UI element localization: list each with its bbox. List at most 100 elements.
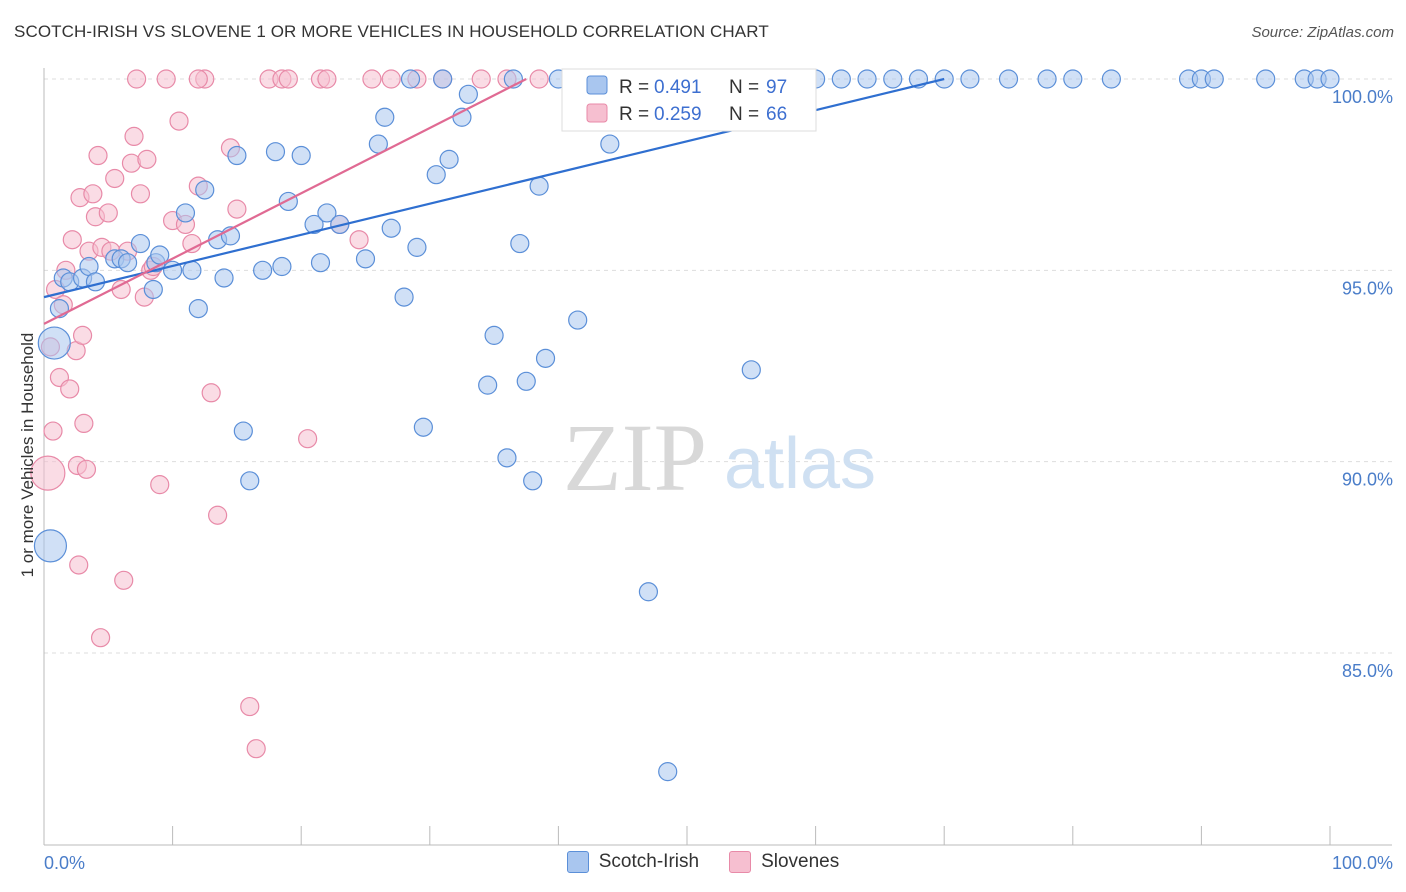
scotch-irish-point bbox=[433, 69, 453, 89]
legend-r-label-2: R = bbox=[619, 104, 649, 125]
slovene-point bbox=[114, 570, 134, 590]
slovene-point bbox=[278, 69, 298, 89]
source-label: Source: ZipAtlas.com bbox=[1251, 24, 1394, 41]
scotch-irish-point bbox=[1320, 69, 1340, 89]
legend-label-scotch-irish: Scotch-Irish bbox=[598, 851, 700, 872]
scotch-irish-point bbox=[535, 348, 556, 368]
scotch-irish-point bbox=[130, 233, 151, 254]
watermark-zip: ZIP bbox=[563, 404, 707, 511]
legend-n-value-1: 97 bbox=[766, 77, 787, 98]
scotch-irish-point bbox=[439, 149, 459, 169]
legend-n-label-2: N = bbox=[729, 104, 759, 125]
legend-swatch-slovenes bbox=[586, 103, 608, 123]
y-tick-label: 100.0% bbox=[1332, 87, 1393, 107]
scotch-irish-point bbox=[600, 134, 620, 154]
y-tick-label: 90.0% bbox=[1342, 470, 1393, 490]
series-legend: Scotch-Irish Slovenes bbox=[0, 851, 1406, 873]
scotch-irish-point bbox=[658, 762, 678, 782]
slovene-point bbox=[349, 230, 369, 250]
slovene-point bbox=[43, 421, 63, 441]
scotch-irish-point bbox=[998, 69, 1019, 89]
scotch-irish-point bbox=[638, 582, 659, 602]
slovene-point bbox=[246, 739, 266, 759]
slovene-point bbox=[105, 168, 125, 189]
scotch-irish-point bbox=[1037, 69, 1057, 89]
x-tick-label: 100.0% bbox=[1332, 853, 1393, 873]
y-tick-label: 95.0% bbox=[1342, 278, 1393, 298]
slovene-point bbox=[362, 69, 382, 89]
slovene-point bbox=[62, 230, 82, 250]
scotch-irish-point bbox=[1063, 69, 1083, 89]
slovene-point bbox=[381, 69, 401, 89]
scotch-irish-point bbox=[400, 69, 421, 89]
slovene-point bbox=[130, 184, 151, 204]
scotch-irish-point bbox=[426, 165, 446, 185]
scotch-irish-point bbox=[516, 371, 536, 391]
y-tick-labels: 100.0% 95.0% 90.0% 85.0% bbox=[1332, 87, 1393, 681]
legend-n-label-1: N = bbox=[729, 77, 759, 98]
legend-item-slovenes[interactable]: Slovenes bbox=[729, 851, 839, 873]
x-tick-labels: 0.0% 100.0% bbox=[44, 853, 1393, 873]
slovene-point bbox=[72, 325, 93, 345]
scotch-irish-point bbox=[1204, 69, 1224, 89]
slovene-point bbox=[98, 203, 118, 223]
slovene-point bbox=[30, 455, 66, 491]
watermark-atlas: atlas bbox=[724, 424, 876, 504]
scotch-irish-point bbox=[831, 69, 851, 89]
gridlines bbox=[44, 78, 1392, 654]
scotch-irish-point bbox=[1256, 69, 1276, 89]
scotch-irish-point bbox=[240, 471, 260, 491]
slovene-point bbox=[111, 279, 131, 300]
scotch-irish-point bbox=[233, 421, 253, 441]
slovene-point bbox=[156, 69, 176, 89]
legend-r-label-1: R = bbox=[619, 77, 649, 98]
scotch-irish-point bbox=[960, 69, 980, 89]
slovene-point bbox=[150, 475, 170, 495]
scotch-irish-point bbox=[272, 256, 292, 277]
slovene-point bbox=[227, 199, 247, 219]
legend-r-value-2: 0.259 bbox=[654, 104, 702, 125]
scotch-irish-point bbox=[310, 253, 331, 273]
slovene-point bbox=[317, 69, 337, 89]
slovene-point bbox=[208, 505, 228, 525]
slovene-point bbox=[76, 459, 97, 479]
axes bbox=[43, 68, 1392, 846]
scotch-irish-point bbox=[143, 279, 163, 300]
scotch-irish-point bbox=[291, 145, 311, 166]
scotch-irish-point bbox=[214, 268, 234, 288]
series-slovenes bbox=[30, 69, 549, 759]
slovene-point bbox=[60, 379, 80, 399]
slovene-point bbox=[240, 696, 260, 717]
legend-item-scotch-irish[interactable]: Scotch-Irish bbox=[566, 851, 700, 873]
slovene-point bbox=[137, 149, 157, 169]
slovene-point bbox=[124, 126, 144, 146]
scotch-irish-point bbox=[413, 417, 433, 437]
scotch-irish-point bbox=[33, 529, 68, 563]
slovene-point bbox=[90, 628, 111, 648]
slovene-point bbox=[529, 69, 549, 89]
slovene-point bbox=[69, 555, 89, 575]
scotch-irish-point bbox=[278, 191, 298, 212]
scotch-irish-point bbox=[529, 176, 549, 196]
scotch-irish-swatch bbox=[566, 851, 589, 873]
scotch-irish-point bbox=[37, 326, 71, 360]
scotch-irish-point bbox=[265, 142, 286, 162]
slovenes-swatch bbox=[729, 851, 752, 873]
scotch-irish-point bbox=[741, 360, 761, 380]
scotch-irish-point bbox=[182, 260, 202, 280]
scotch-irish-point bbox=[407, 237, 427, 257]
scotch-irish-point bbox=[478, 375, 498, 395]
scotch-irish-point bbox=[484, 325, 504, 345]
x-tick-label: 0.0% bbox=[44, 853, 85, 873]
scotch-irish-point bbox=[117, 253, 138, 273]
scotch-irish-point bbox=[458, 84, 478, 104]
scotch-irish-point bbox=[857, 69, 877, 89]
scotch-irish-point bbox=[510, 233, 530, 254]
chart-title: SCOTCH-IRISH VS SLOVENE 1 OR MORE VEHICL… bbox=[14, 22, 769, 41]
stats-legend: R = 0.491 N = 97 R = 0.259 N = 66 bbox=[561, 68, 817, 132]
legend-label-slovenes: Slovenes bbox=[761, 851, 840, 872]
slovenes-trend-line bbox=[43, 78, 527, 325]
legend-r-value-1: 0.491 bbox=[654, 77, 702, 98]
slovene-point bbox=[126, 69, 147, 89]
